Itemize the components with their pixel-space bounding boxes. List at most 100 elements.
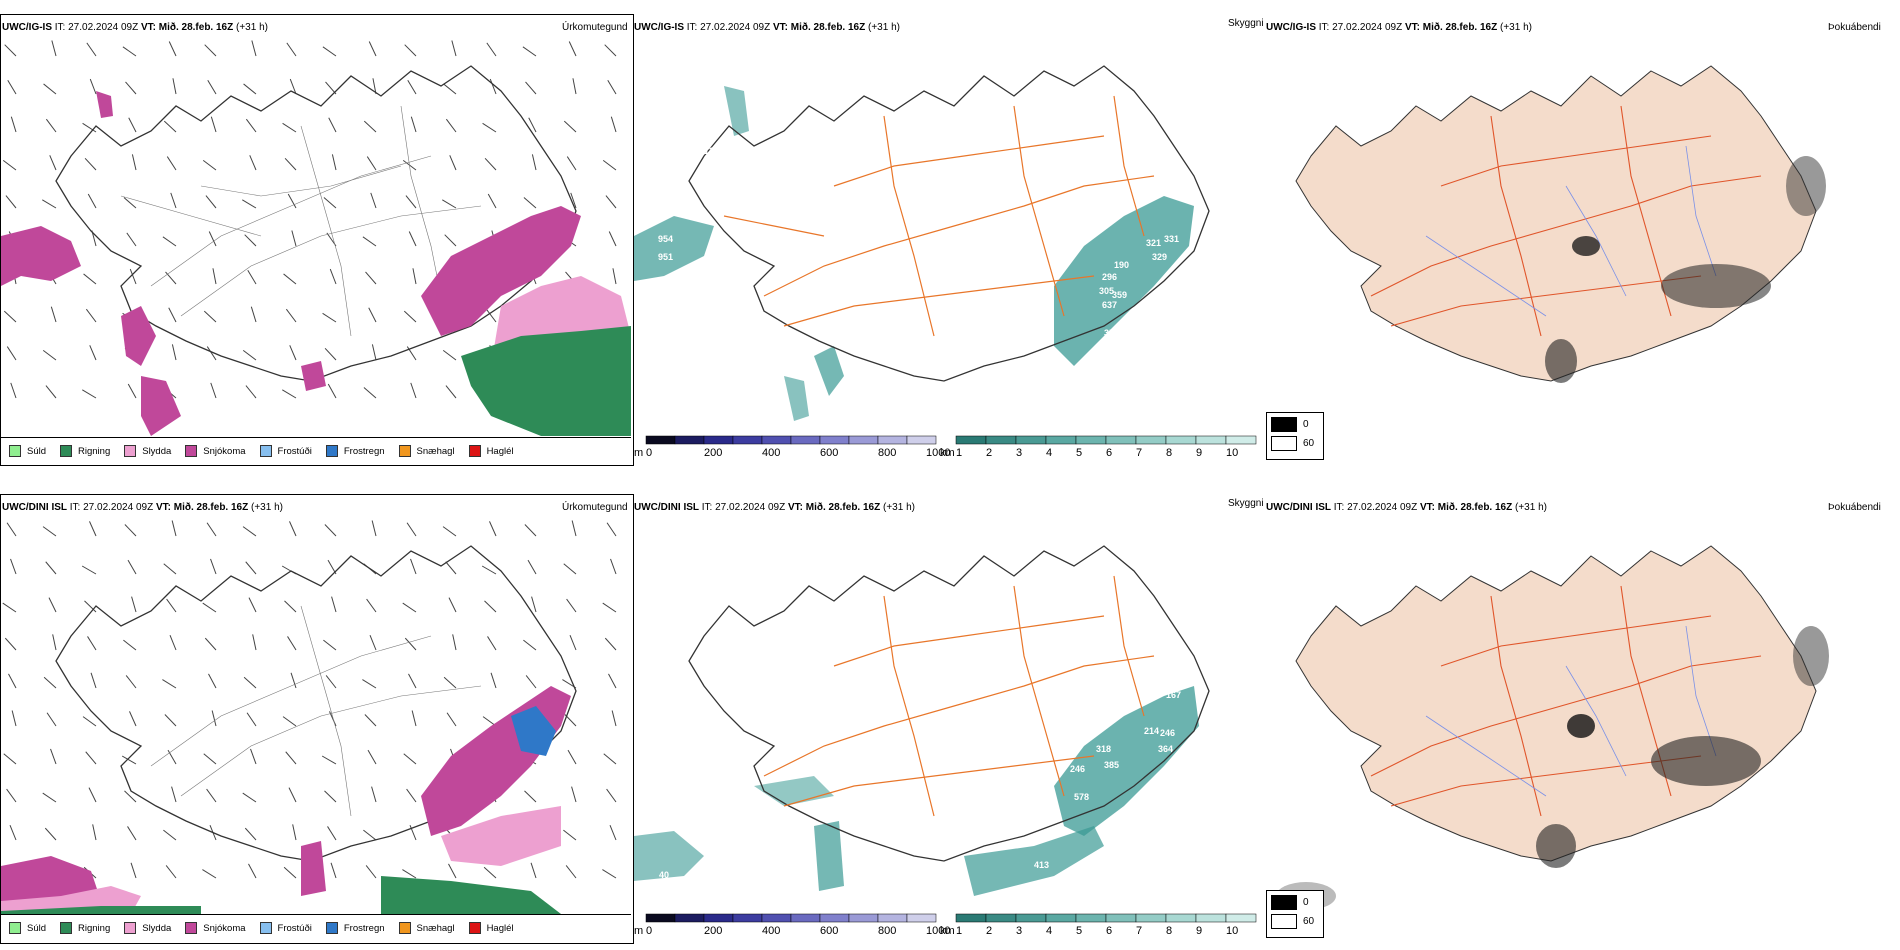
wind-barb (81, 565, 97, 575)
colorbar-tick-m: 400 (762, 925, 780, 937)
colorbar-segment-km (1195, 913, 1227, 923)
snow-area-west (1, 226, 81, 286)
wind-barb (202, 869, 217, 879)
wind-barb (123, 197, 137, 209)
wind-barb (88, 787, 97, 803)
wind-barb (128, 117, 137, 133)
wind-barb (52, 634, 57, 651)
legend-item: Súld (9, 445, 46, 457)
wind-barb (285, 751, 297, 765)
visibility-teal-south (814, 346, 844, 396)
legend-item: Frostúði (259, 445, 312, 457)
legend-item: Snæhagl (398, 922, 455, 934)
wind-barb (242, 792, 257, 803)
wind-barb (448, 597, 457, 613)
wind-barb (409, 824, 417, 841)
wind-barb (244, 234, 257, 247)
wind-barb (523, 639, 537, 651)
colorbar-tick-m: 200 (704, 925, 722, 937)
visibility-teal-east (1054, 686, 1199, 836)
fog-legend-item: 0 (1271, 895, 1319, 910)
visibility-value-label: 246 (1070, 764, 1085, 774)
wind-barb (242, 349, 257, 361)
wind-barb (404, 44, 417, 57)
wind-barb (324, 524, 337, 537)
colorbar-segment-km (1015, 913, 1047, 923)
wind-barb (162, 679, 177, 689)
wind-barb (242, 199, 257, 209)
wind-barb (122, 46, 137, 57)
legend-label: Haglél (486, 922, 514, 934)
fog-patch-northeast (1793, 626, 1829, 686)
visibility-value-label: 137 (704, 146, 719, 156)
wind-barb (248, 863, 257, 879)
precip-map-bottom (1, 520, 617, 914)
wind-barb (569, 634, 577, 651)
legend-item: Snæhagl (398, 445, 455, 457)
wind-barb (42, 349, 57, 361)
legend-swatch (259, 922, 272, 934)
model-name: UWC/DINI ISL (2, 502, 67, 513)
legend-label: Snjókoma (203, 922, 246, 934)
visibility-teal-southcentral (814, 821, 844, 891)
wind-barb (251, 40, 257, 57)
visibility-value-label: 142 (872, 814, 887, 824)
snow-area-southwest2 (141, 376, 181, 436)
colorbar-segment-km (1135, 435, 1167, 445)
wind-barb (484, 157, 497, 171)
wind-barb (171, 786, 177, 803)
legend-swatch (124, 922, 137, 934)
visibility-teal-south (964, 826, 1104, 896)
wind-barb (85, 751, 97, 765)
colorbar-tick-km: 4 (1046, 447, 1052, 459)
wind-barb (524, 524, 537, 537)
fog-patch-east (1661, 264, 1771, 308)
wind-barb (245, 561, 257, 575)
valid-time: VT: Mið. 28.feb. 16Z (1419, 502, 1513, 513)
wind-barb (43, 83, 57, 95)
colorbar-segment-km (1195, 435, 1227, 445)
colorbar-segment-km (1045, 913, 1077, 923)
legend-swatch (60, 445, 73, 457)
wind-barb (50, 748, 57, 765)
colorbar-segment-km (1015, 435, 1047, 445)
lead-time: (+31 h) (251, 502, 283, 513)
legend-label: Súld (27, 445, 47, 457)
colorbar-segment-m (877, 435, 908, 445)
wind-barb (244, 827, 257, 841)
legend-label: Súld (27, 922, 47, 934)
wind-barb (163, 563, 177, 575)
wind-barb (131, 154, 137, 171)
colorbar-tick-m: 0 (646, 447, 652, 459)
wind-barb (322, 312, 337, 323)
wind-barb (482, 122, 497, 133)
wind-barb (163, 120, 177, 133)
wind-barb (489, 78, 497, 95)
wind-barb (449, 155, 457, 171)
wind-barb (410, 558, 417, 575)
wind-barb (290, 672, 297, 689)
header-fog-bottom: UWC/DINI ISL IT: 27.02.2024 09Z VT: Mið.… (1266, 502, 1547, 513)
wind-barb (127, 383, 137, 399)
wind-barb (565, 865, 577, 879)
iceland-coastline (688, 65, 1210, 382)
colorbar-segment-km (1075, 913, 1107, 923)
colorbar-segment-km (1075, 435, 1107, 445)
colorbar-segment-m (674, 435, 705, 445)
colorbar-segment-m (674, 913, 705, 923)
wind-barb (528, 117, 537, 133)
colorbar-tick-m: 1000 (926, 447, 950, 459)
wind-barb (288, 787, 297, 803)
wind-barb (404, 637, 417, 651)
visibility-value-label: 47 (849, 368, 859, 378)
wind-barb (287, 193, 297, 209)
legend-label: Frostregn (343, 922, 385, 934)
legend-swatch (9, 922, 21, 934)
wind-barb (531, 596, 537, 613)
colorbar-tick-m: 0 (646, 925, 652, 937)
colorbar-segment-km (985, 435, 1017, 445)
legend-item: Slydda (124, 445, 171, 457)
wind-barb (608, 673, 617, 689)
wind-barb (2, 159, 17, 171)
